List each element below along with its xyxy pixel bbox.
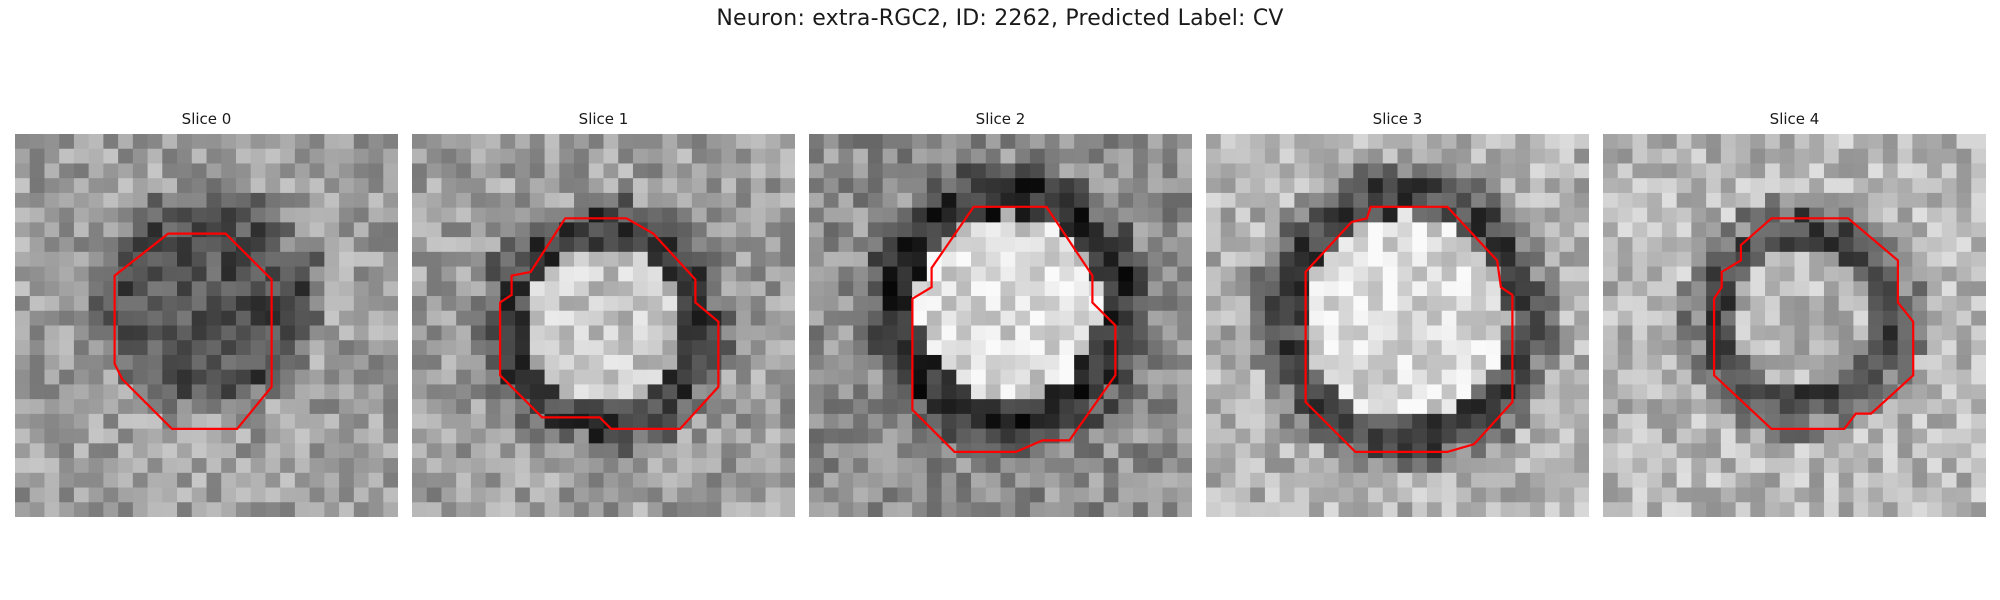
slice-panel-2: Slice 2 xyxy=(809,108,1192,517)
slice-image-4 xyxy=(1603,134,1986,517)
slice-title: Slice 0 xyxy=(181,110,232,128)
slice-image-3 xyxy=(1206,134,1589,517)
micrograph-pixels xyxy=(412,134,795,517)
slice-title: Slice 4 xyxy=(1769,110,1820,128)
segmentation-contour xyxy=(911,205,1117,453)
segmentation-contour xyxy=(498,217,720,430)
slice-title: Slice 2 xyxy=(975,110,1026,128)
micrograph-pixels xyxy=(15,134,398,517)
slice-panel-4: Slice 4 xyxy=(1603,108,1986,517)
slice-title: Slice 3 xyxy=(1372,110,1423,128)
segmentation-contour xyxy=(113,232,273,430)
segmentation-contour xyxy=(1304,205,1514,453)
slice-panel-0: Slice 0 xyxy=(15,108,398,517)
slice-image-2 xyxy=(809,134,1192,517)
slice-panel-1: Slice 1 xyxy=(412,108,795,517)
slice-image-0 xyxy=(15,134,398,517)
micrograph-pixels xyxy=(1206,134,1589,517)
figure-title: Neuron: extra-RGC2, ID: 2262, Predicted … xyxy=(716,6,1284,31)
micrograph-pixels xyxy=(809,134,1192,517)
segmentation-contour xyxy=(1712,217,1915,430)
slice-image-1 xyxy=(412,134,795,517)
micrograph-pixels xyxy=(1603,134,1986,517)
slice-title: Slice 1 xyxy=(578,110,629,128)
slice-panel-3: Slice 3 xyxy=(1206,108,1589,517)
